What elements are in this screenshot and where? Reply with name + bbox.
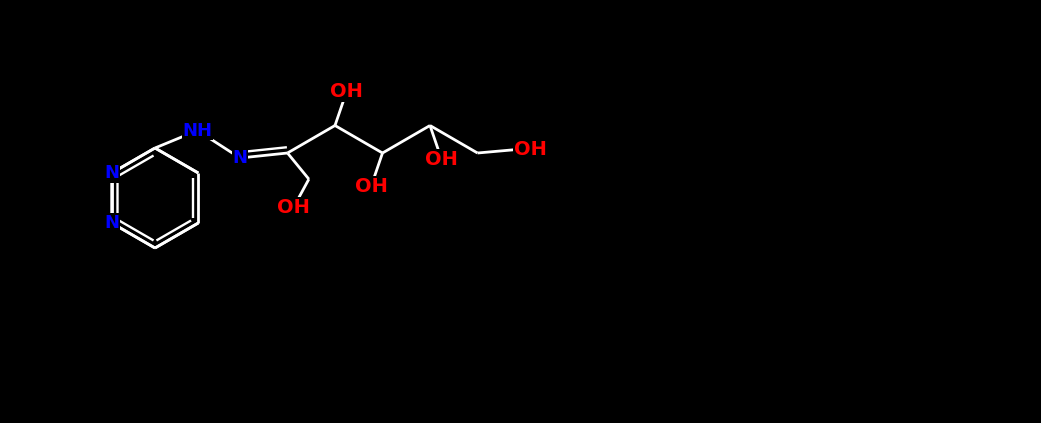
Text: N: N [104,214,120,232]
Text: N: N [104,164,120,182]
Text: NH: NH [182,121,212,140]
Text: N: N [232,149,248,167]
Text: OH: OH [355,177,387,196]
Text: OH: OH [514,140,548,159]
Text: OH: OH [330,82,363,102]
Text: OH: OH [425,150,458,169]
Text: OH: OH [277,198,310,217]
